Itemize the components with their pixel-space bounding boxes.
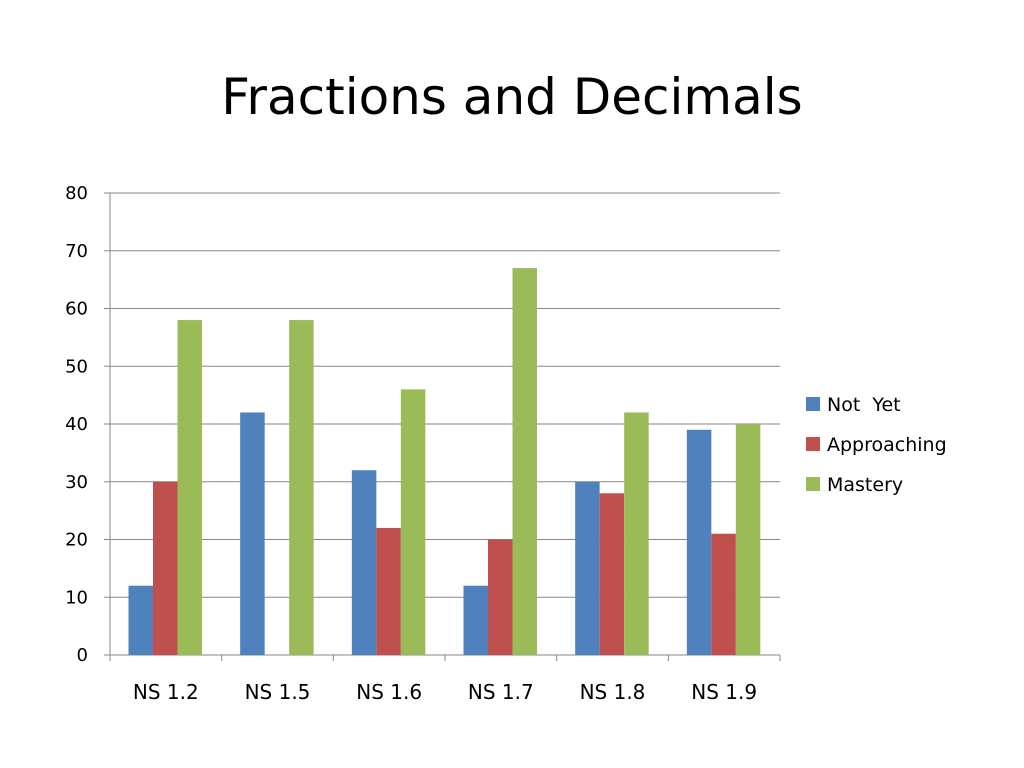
x-category-label: NS 1.8: [580, 680, 646, 704]
bar-approaching-ns-1-6: [376, 527, 401, 655]
x-category-label: NS 1.2: [133, 680, 199, 704]
legend-label: Mastery: [827, 474, 903, 496]
x-category-label: NS 1.6: [356, 680, 422, 704]
x-category-label: NS 1.7: [468, 680, 534, 704]
y-tick-label: 0: [77, 645, 88, 666]
x-category-label: NS 1.9: [691, 680, 757, 704]
bar-mastery-ns-1-2: [177, 320, 202, 655]
bar-mastery-ns-1-7: [512, 268, 537, 655]
bar-not-yet-ns-1-6: [351, 470, 377, 655]
bar-mastery-ns-1-9: [735, 424, 761, 655]
bar-mastery-ns-1-8: [624, 412, 649, 655]
y-tick-label: 60: [65, 299, 88, 320]
bar-mastery-ns-1-5: [289, 320, 314, 655]
y-tick-label: 40: [65, 414, 88, 435]
y-tick-label: 50: [65, 356, 88, 377]
bars: [128, 268, 761, 655]
legend-label: Not Yet: [827, 394, 901, 416]
bar-not-yet-ns-1-7: [463, 585, 488, 655]
bar-mastery-ns-1-6: [400, 389, 426, 655]
y-tick-label: 20: [65, 530, 88, 551]
bar-not-yet-ns-1-8: [575, 481, 600, 655]
legend-swatch: [806, 437, 820, 451]
bar-approaching-ns-1-2: [153, 481, 178, 655]
bar-not-yet-ns-1-2: [128, 585, 153, 655]
legend: Not Yet Approaching Mastery: [806, 394, 947, 496]
bar-approaching-ns-1-9: [711, 533, 736, 655]
y-tick-label: 80: [65, 183, 88, 204]
y-tick-label: 10: [65, 587, 88, 608]
slide-title: Fractions and Decimals: [221, 68, 803, 126]
legend-swatch: [806, 397, 820, 411]
axes: [104, 192, 781, 661]
bar-approaching-ns-1-7: [488, 539, 513, 655]
axis-labels: 0 10 20 30 40 50 60 70 80 NS 1.2 NS 1.5 NS 1.6 NS 1.…: [65, 183, 757, 704]
bar-not-yet-ns-1-5: [240, 412, 265, 655]
y-tick-label: 70: [65, 241, 88, 262]
legend-swatch: [806, 477, 820, 491]
bar-not-yet-ns-1-9: [686, 429, 712, 655]
y-tick-label: 30: [65, 472, 88, 493]
bar-approaching-ns-1-8: [599, 493, 625, 655]
legend-label: Approaching: [827, 434, 947, 456]
x-category-label: NS 1.5: [245, 680, 311, 704]
gridlines: [110, 192, 780, 598]
